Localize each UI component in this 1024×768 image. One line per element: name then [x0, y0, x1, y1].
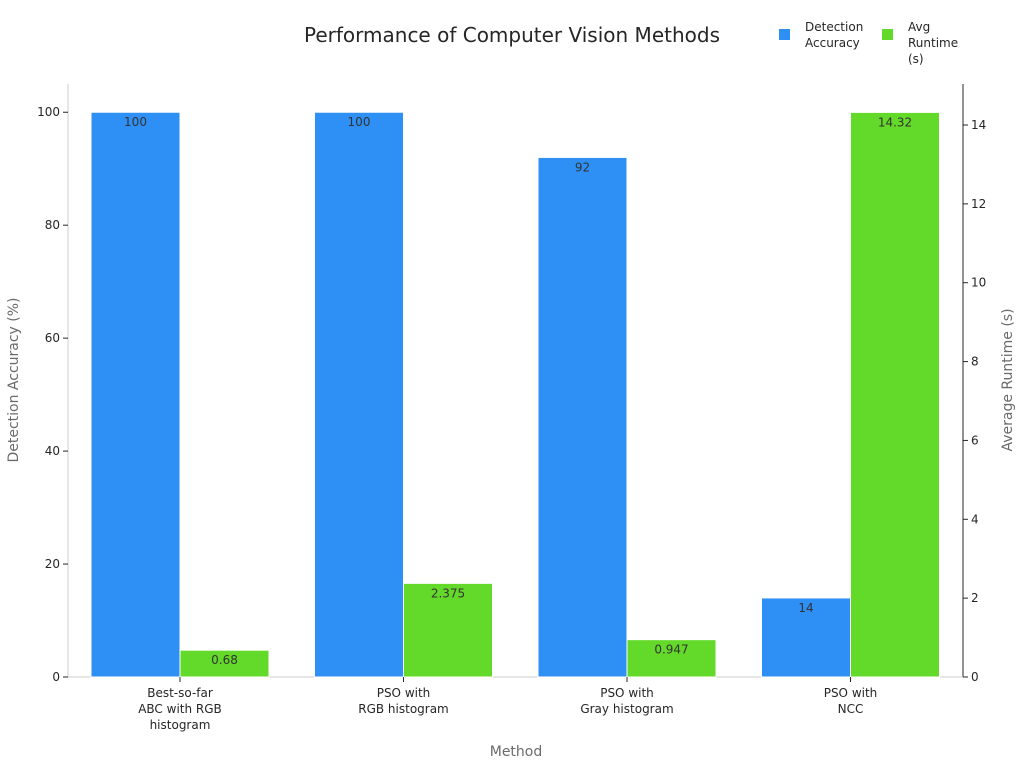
accuracy-value-label: 92 [575, 160, 590, 174]
left-tick-label: 40 [45, 444, 60, 458]
category-label: NCC [838, 702, 864, 716]
runtime-value-label: 2.375 [431, 586, 465, 600]
legend-label: Avg [908, 20, 930, 34]
category-label: PSO with [824, 686, 878, 700]
left-tick-label: 60 [45, 331, 60, 345]
category-label: Gray histogram [580, 702, 673, 716]
right-tick-label: 8 [971, 355, 979, 369]
accuracy-bar [90, 111, 181, 678]
runtime-value-label: 0.68 [211, 653, 238, 667]
legend-swatch-runtime [882, 29, 893, 40]
category-label: RGB histogram [358, 702, 449, 716]
category-label: Best-so-far [147, 686, 213, 700]
right-tick-label: 6 [971, 433, 979, 447]
right-tick-label: 2 [971, 591, 979, 605]
legend-label: Detection [805, 20, 863, 34]
right-axis-ticks: 0 2 4 6 8 10 12 14 [963, 118, 986, 684]
runtime-bar [179, 649, 270, 678]
right-tick-label: 10 [971, 276, 986, 290]
accuracy-value-label: 100 [348, 115, 371, 129]
category-label: histogram [150, 718, 211, 732]
accuracy-bar [537, 156, 628, 678]
accuracy-value-label: 14 [798, 601, 813, 615]
data-labels: 100 0.68 100 2.375 92 0.947 14 14.32 [124, 115, 912, 667]
left-tick-label: 80 [45, 218, 60, 232]
runtime-bar [626, 639, 717, 678]
category-label: ABC with RGB [138, 702, 222, 716]
legend-label: Accuracy [805, 36, 860, 50]
legend-swatch-accuracy [779, 29, 790, 40]
legend-label: (s) [908, 52, 924, 66]
runtime-bar [850, 111, 940, 678]
accuracy-bar [314, 111, 404, 678]
y-axis-right-label: Average Runtime (s) [1000, 308, 1016, 451]
legend: Detection Accuracy Avg Runtime (s) [779, 20, 958, 66]
bars [90, 111, 940, 678]
right-tick-label: 4 [971, 512, 979, 526]
right-tick-label: 0 [971, 670, 979, 684]
left-tick-label: 0 [52, 670, 60, 684]
accuracy-value-label: 100 [124, 115, 147, 129]
right-tick-label: 12 [971, 197, 986, 211]
right-tick-label: 14 [971, 118, 986, 132]
runtime-bar [403, 582, 493, 678]
chart-title: Performance of Computer Vision Methods [304, 23, 720, 47]
legend-label: Runtime [908, 36, 958, 50]
category-labels: Best-so-far ABC with RGB histogram PSO with… [138, 677, 877, 732]
x-axis-label: Method [490, 744, 543, 760]
runtime-value-label: 14.32 [878, 115, 912, 129]
left-axis-ticks: 0 20 40 60 80 100 [37, 105, 68, 684]
y-axis-left-label: Detection Accuracy (%) [6, 297, 22, 462]
category-label: PSO with [600, 686, 654, 700]
left-tick-label: 100 [37, 105, 60, 119]
category-label: PSO with [377, 686, 431, 700]
runtime-value-label: 0.947 [654, 643, 688, 657]
left-tick-label: 20 [45, 557, 60, 571]
